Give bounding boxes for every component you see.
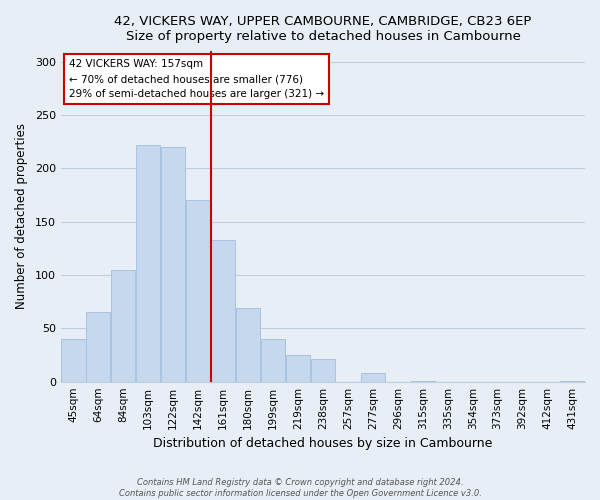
Bar xyxy=(311,360,335,382)
Bar xyxy=(286,355,310,382)
Text: Contains HM Land Registry data © Crown copyright and database right 2024.
Contai: Contains HM Land Registry data © Crown c… xyxy=(119,478,481,498)
Bar xyxy=(361,373,385,382)
Title: 42, VICKERS WAY, UPPER CAMBOURNE, CAMBRIDGE, CB23 6EP
Size of property relative : 42, VICKERS WAY, UPPER CAMBOURNE, CAMBRI… xyxy=(114,15,532,43)
Bar xyxy=(560,380,584,382)
Bar xyxy=(111,270,136,382)
Bar xyxy=(161,147,185,382)
Bar xyxy=(236,308,260,382)
Y-axis label: Number of detached properties: Number of detached properties xyxy=(15,124,28,310)
Text: 42 VICKERS WAY: 157sqm
← 70% of detached houses are smaller (776)
29% of semi-de: 42 VICKERS WAY: 157sqm ← 70% of detached… xyxy=(69,60,324,99)
Bar xyxy=(261,339,285,382)
Bar xyxy=(211,240,235,382)
Bar xyxy=(136,145,160,382)
Bar xyxy=(86,312,110,382)
X-axis label: Distribution of detached houses by size in Cambourne: Distribution of detached houses by size … xyxy=(153,437,493,450)
Bar xyxy=(61,339,86,382)
Bar xyxy=(410,380,435,382)
Bar xyxy=(186,200,210,382)
